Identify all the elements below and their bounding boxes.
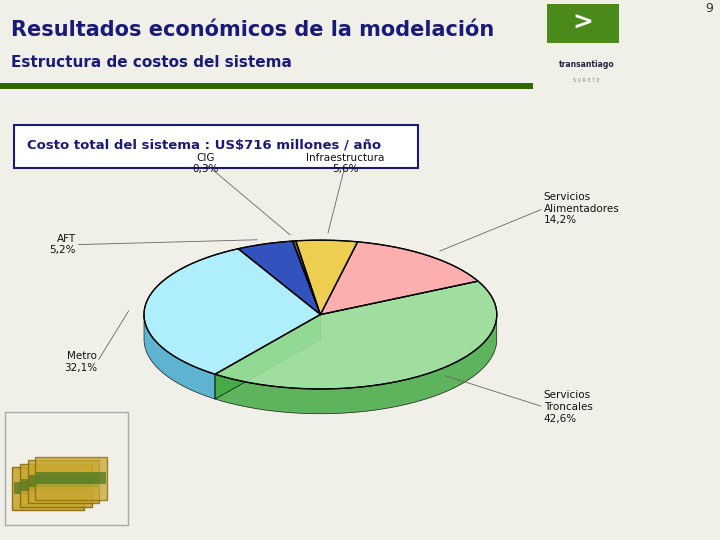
FancyBboxPatch shape [547,4,619,43]
FancyBboxPatch shape [14,125,418,168]
Polygon shape [292,241,320,314]
Text: >: > [573,11,593,35]
Text: Servicios
Alimentadores
14,2%: Servicios Alimentadores 14,2% [544,192,619,225]
Text: Costo total del sistema : US$716 millones / año: Costo total del sistema : US$716 millone… [27,139,382,152]
FancyBboxPatch shape [35,457,107,500]
Text: Metro
32,1%: Metro 32,1% [64,351,97,373]
Polygon shape [215,314,320,399]
Text: Resultados económicos de la modelación: Resultados económicos de la modelación [11,19,494,39]
Polygon shape [320,242,478,314]
FancyBboxPatch shape [22,479,91,490]
Text: AFT
5,2%: AFT 5,2% [49,234,76,255]
Text: 9: 9 [705,2,713,15]
Polygon shape [144,315,215,399]
Polygon shape [144,249,320,374]
Polygon shape [296,240,358,314]
FancyBboxPatch shape [36,472,106,483]
FancyBboxPatch shape [27,460,99,503]
Text: Estructura de costos del sistema: Estructura de costos del sistema [11,55,292,70]
Text: Servicios
Troncales
42,6%: Servicios Troncales 42,6% [544,390,593,423]
Text: S U R E T E: S U R E T E [573,78,600,83]
FancyBboxPatch shape [20,464,92,507]
Text: CIG
0,3%: CIG 0,3% [192,153,218,174]
Polygon shape [215,317,497,414]
FancyBboxPatch shape [0,83,533,89]
Polygon shape [238,241,320,314]
FancyBboxPatch shape [14,482,83,494]
Text: Infraestructura
5,6%: Infraestructura 5,6% [307,153,384,174]
Polygon shape [215,281,497,389]
Polygon shape [215,314,320,399]
FancyBboxPatch shape [29,475,98,487]
Text: transantiago: transantiago [559,59,615,69]
FancyBboxPatch shape [12,467,84,510]
